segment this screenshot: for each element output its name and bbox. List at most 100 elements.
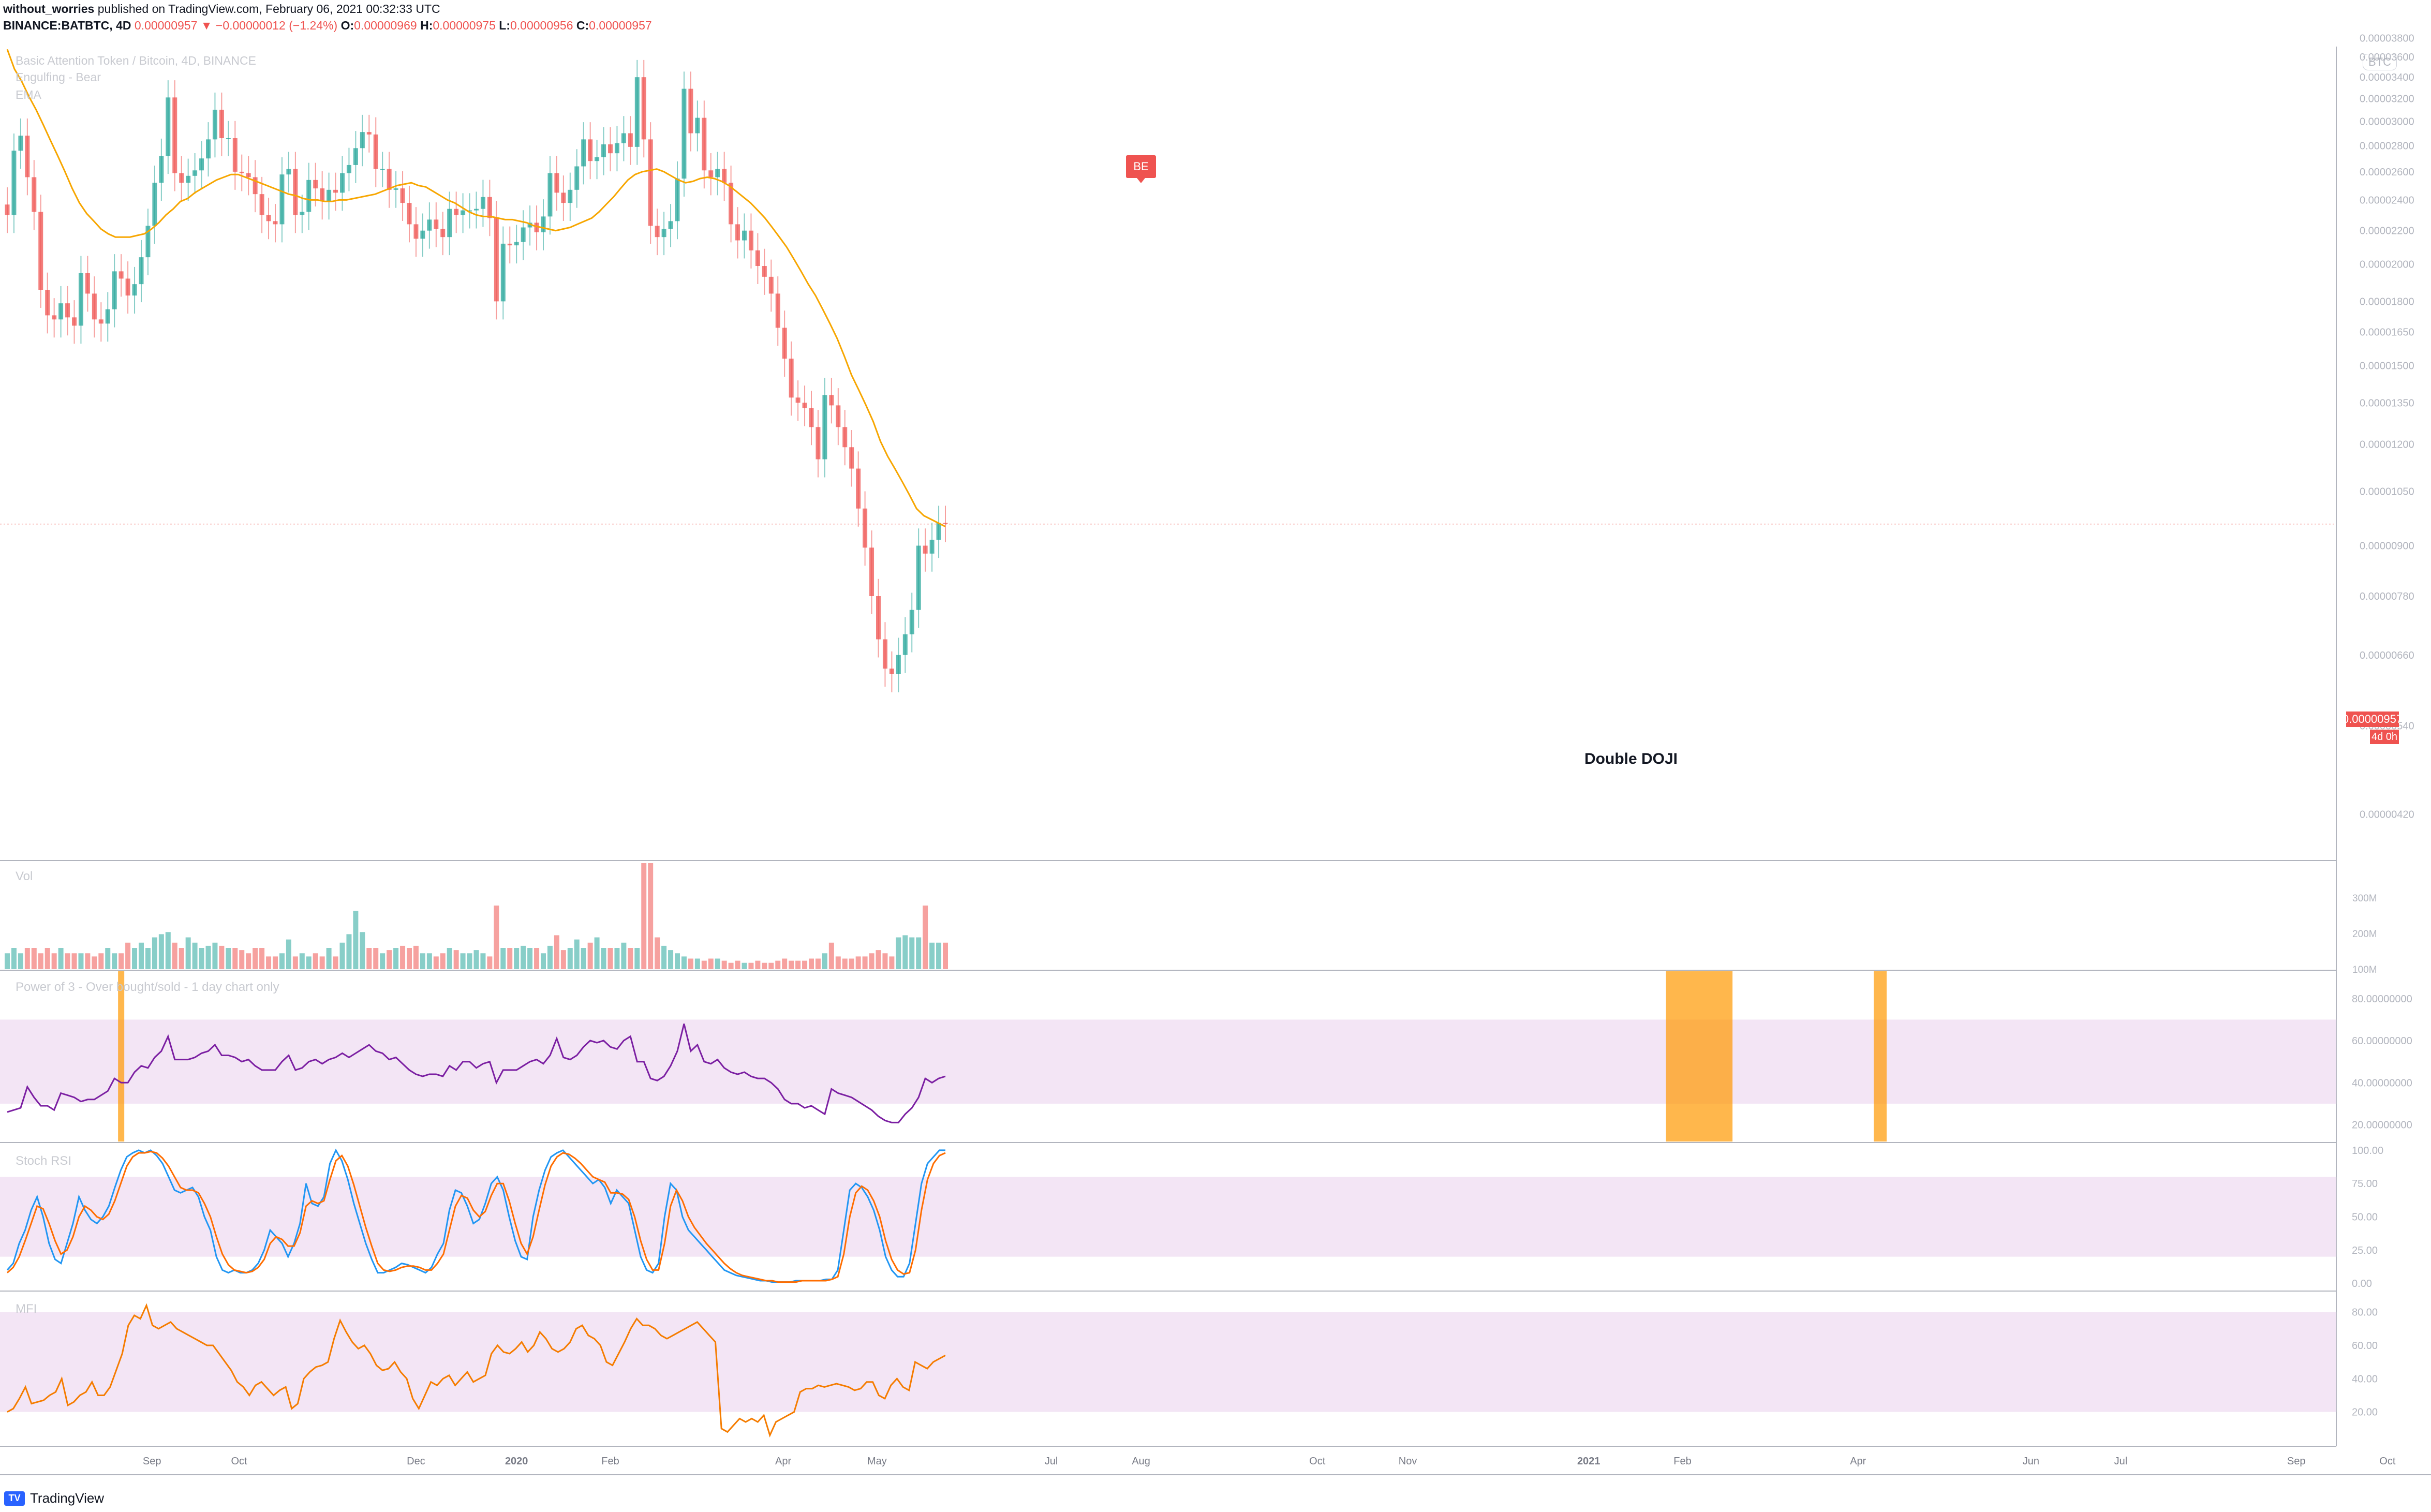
- candle-body: [474, 209, 479, 211]
- tradingview-branding[interactable]: TV TradingView: [4, 1490, 104, 1506]
- volume-bar: [581, 948, 586, 969]
- candle-body: [621, 133, 626, 143]
- volume-bar: [802, 960, 808, 969]
- candle-body: [300, 212, 305, 215]
- volume-bar: [614, 948, 620, 969]
- volume-bar: [828, 942, 834, 969]
- stoch-tick-label: 75.00: [2352, 1178, 2378, 1190]
- candle-body: [366, 132, 372, 135]
- oversold-highlight: [1666, 971, 1733, 1142]
- series-title[interactable]: Basic Attention Token / Bitcoin, 4D, BIN…: [16, 54, 256, 67]
- volume-bar: [286, 939, 291, 969]
- symbol-label: BINANCE:BATBTC, 4D: [3, 19, 131, 32]
- candle-body: [675, 179, 680, 221]
- candle-body: [742, 230, 747, 241]
- candle-body: [916, 545, 921, 610]
- bearish-engulfing-marker[interactable]: BE: [1126, 155, 1156, 183]
- volume-bar: [795, 960, 801, 969]
- mfi-pane-label[interactable]: MFI: [16, 1302, 37, 1316]
- price-change: −0.00000012 (−1.24%): [215, 19, 338, 32]
- last-price-tag: 0.00000957: [2343, 711, 2403, 727]
- volume-bar: [292, 956, 298, 969]
- candle-body: [78, 273, 83, 326]
- oversold-highlight: [118, 971, 125, 1142]
- candle-body: [836, 405, 841, 427]
- volume-bar: [909, 937, 915, 969]
- volume-bar: [668, 950, 674, 969]
- volume-bar: [71, 953, 77, 969]
- mfi-band: [0, 1312, 2336, 1412]
- volume-bar: [145, 948, 151, 969]
- high-value: 0.00000975: [433, 19, 496, 32]
- volume-bar: [594, 937, 600, 969]
- power-tick-label: 40.00000000: [2352, 1077, 2412, 1089]
- candle-body: [105, 309, 110, 324]
- mfi-tick-label: 60.00: [2352, 1340, 2378, 1352]
- volume-bar: [219, 945, 225, 969]
- volume-tick-label: 100M: [2352, 965, 2377, 975]
- volume-bar: [85, 953, 91, 969]
- candle-body: [480, 197, 485, 209]
- low-value: 0.00000956: [510, 19, 573, 32]
- volume-bar: [165, 932, 171, 969]
- candle-body: [829, 395, 834, 406]
- pattern-legend[interactable]: Engulfing - Bear: [16, 70, 101, 84]
- double-doji-annotation[interactable]: Double DOJI: [1584, 750, 1678, 767]
- stoch-tick-label: 100.00: [2352, 1145, 2383, 1157]
- volume-bar: [755, 960, 761, 969]
- volume-bar: [339, 942, 345, 969]
- volume-bar: [500, 948, 506, 969]
- stoch-pane-label[interactable]: Stoch RSI: [16, 1154, 72, 1168]
- publish-line: without_worries published on TradingView…: [3, 2, 440, 16]
- candle-body: [25, 136, 30, 177]
- candle-body: [561, 192, 566, 203]
- volume-bar: [607, 948, 613, 969]
- open-value: 0.00000969: [354, 19, 417, 32]
- candle-body: [849, 447, 854, 469]
- ohlc-line: BINANCE:BATBTC, 4D 0.00000957 ▼ −0.00000…: [3, 19, 652, 33]
- volume-bar: [916, 937, 922, 969]
- volume-bar: [346, 934, 352, 969]
- tradingview-logo-icon: TV: [4, 1491, 25, 1506]
- time-tick-label: Apr: [775, 1456, 791, 1467]
- volume-bar: [5, 953, 10, 969]
- branding-text: TradingView: [30, 1490, 105, 1506]
- volume-bar: [929, 942, 935, 969]
- candle-body: [554, 173, 559, 193]
- volume-bar: [708, 958, 714, 969]
- volume-bar: [835, 956, 841, 969]
- time-tick-label: Nov: [1399, 1456, 1417, 1467]
- stoch-tick-label: 25.00: [2352, 1245, 2378, 1256]
- ema-legend[interactable]: EMA: [16, 88, 41, 101]
- volume-bar: [789, 960, 794, 969]
- candle-body: [179, 173, 184, 183]
- volume-bar: [413, 945, 419, 969]
- candle-body: [896, 655, 901, 674]
- volume-bar: [420, 953, 425, 969]
- volume-bar: [896, 937, 901, 969]
- candle-body: [943, 523, 948, 524]
- candle-body: [333, 189, 338, 193]
- volume-bar: [936, 942, 942, 969]
- volume-bar: [842, 958, 848, 969]
- candle-body: [842, 427, 848, 448]
- candle-body: [655, 226, 660, 238]
- volume-bar: [889, 956, 895, 969]
- price-tick-label: 0.00000780: [2360, 591, 2414, 602]
- volume-pane-label[interactable]: Vol: [16, 869, 33, 883]
- power-pane-label[interactable]: Power of 3 - Over bought/sold - 1 day ch…: [16, 980, 279, 994]
- author-name[interactable]: without_worries: [3, 2, 95, 16]
- volume-bar: [78, 953, 84, 969]
- time-tick-label: Jul: [1045, 1456, 1058, 1467]
- volume-bar: [192, 942, 198, 969]
- candle-body: [152, 183, 157, 226]
- volume-bar: [473, 950, 479, 969]
- candle-body: [199, 158, 204, 171]
- candle-body: [688, 88, 693, 134]
- volume-bar: [507, 948, 513, 969]
- price-tick-label: 0.00003200: [2360, 93, 2414, 105]
- candle-body: [648, 139, 653, 226]
- volume-bar: [373, 948, 379, 969]
- currency-badge[interactable]: BTC: [2363, 54, 2397, 70]
